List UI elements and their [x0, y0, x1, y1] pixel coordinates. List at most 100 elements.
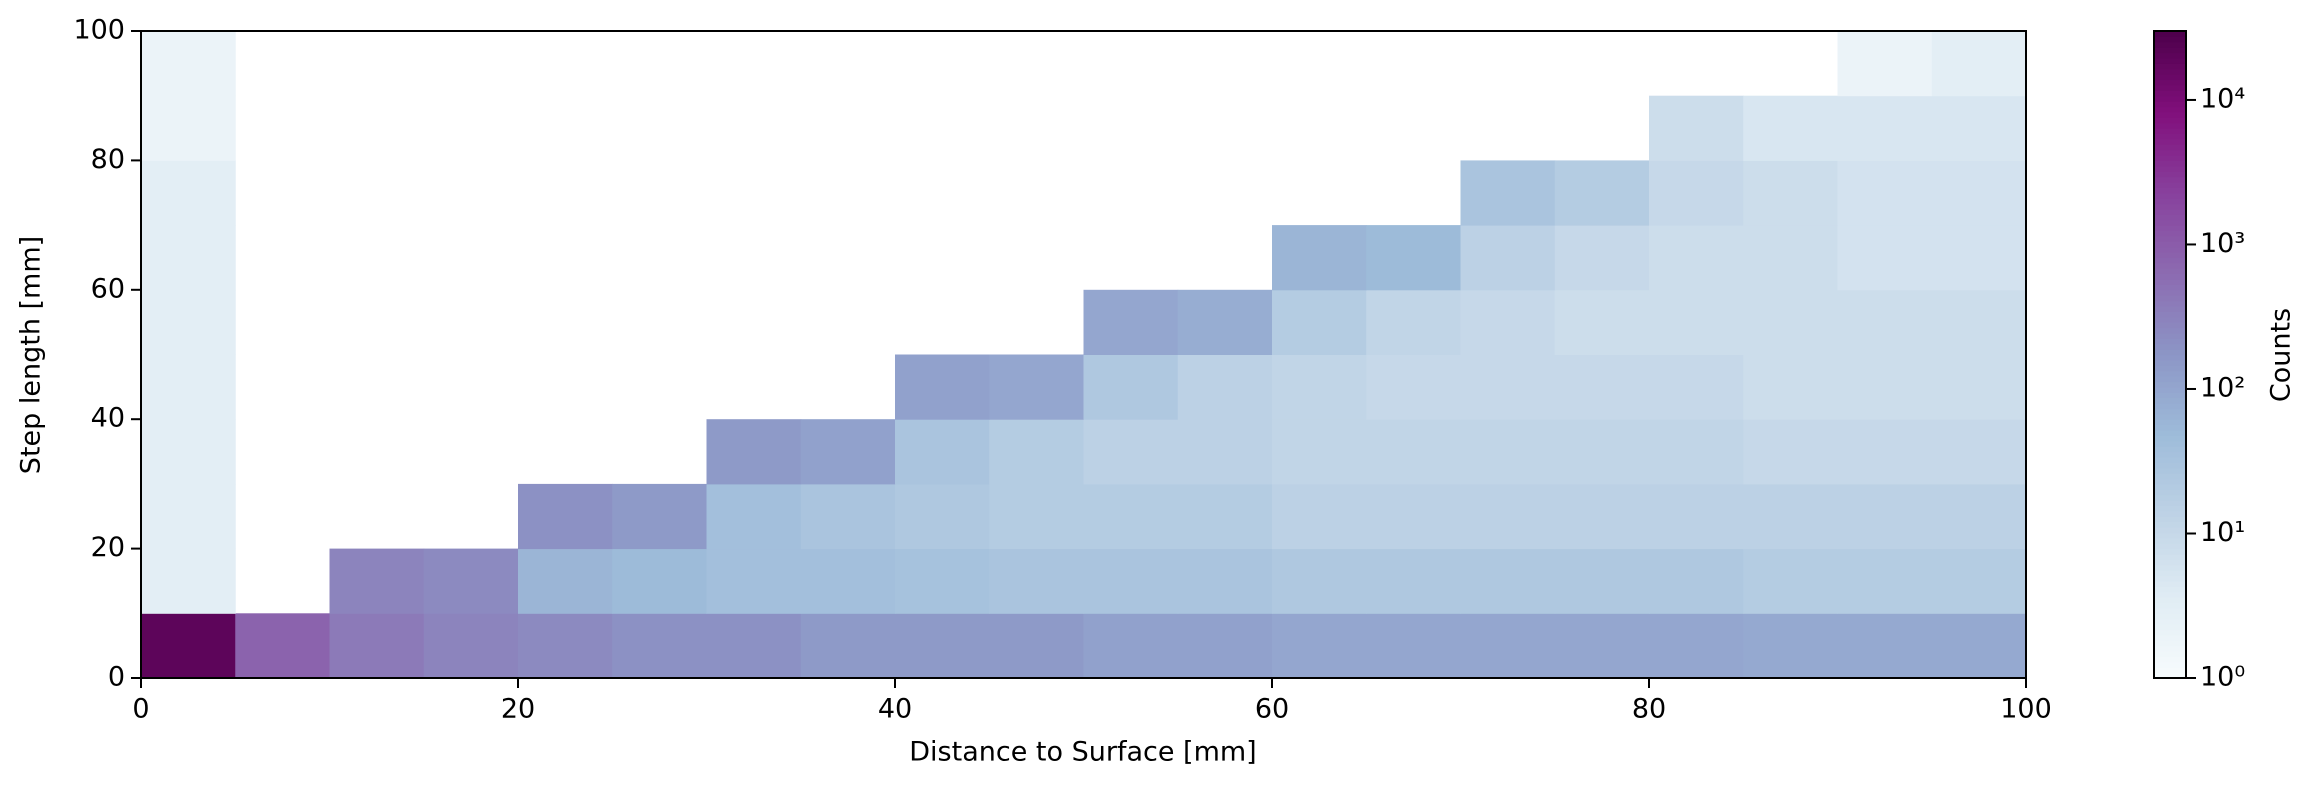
colorbar-segment: [2154, 203, 2186, 210]
colorbar-segment: [2154, 376, 2186, 383]
colorbar-segment: [2154, 31, 2186, 37]
colorbar-segment: [2154, 613, 2186, 620]
heatmap-cell: [1837, 95, 1933, 161]
heatmap-cell: [1649, 160, 1744, 226]
colorbar-segment: [2154, 462, 2186, 469]
colorbar-segment: [2154, 252, 2186, 259]
x-tick-label: 80: [1632, 694, 1666, 725]
colorbar-segment: [2154, 489, 2186, 496]
heatmap-cell: [895, 419, 990, 485]
heatmap-cell: [1272, 289, 1367, 355]
heatmap-cell: [1931, 548, 2027, 614]
heatmap-cell: [1083, 419, 1179, 485]
heatmap-cell: [1554, 354, 1650, 420]
colorbar-segment: [2154, 521, 2186, 528]
heatmap-cell: [1272, 419, 1367, 485]
y-tick-label: 60: [91, 273, 125, 304]
colorbar-segment: [2154, 618, 2186, 625]
heatmap-cell: [1649, 613, 1744, 679]
heatmap-cell: [1272, 613, 1367, 679]
colorbar-segment: [2154, 473, 2186, 480]
heatmap-cell: [518, 548, 613, 614]
colorbar-segment: [2154, 580, 2186, 587]
colorbar-segment: [2154, 607, 2186, 614]
colorbar-segment: [2154, 559, 2186, 566]
heatmap-cell: [1460, 483, 1556, 550]
heatmap-cell: [800, 419, 896, 485]
colorbar-segment: [2154, 397, 2186, 404]
colorbar-segment: [2154, 446, 2186, 453]
colorbar-segment: [2154, 510, 2186, 517]
heatmap-cell: [1366, 289, 1461, 355]
colorbar-segment: [2154, 305, 2186, 312]
x-axis-label: Distance to Surface [mm]: [909, 737, 1256, 768]
colorbar-segment: [2154, 656, 2186, 663]
colorbar-segment: [2154, 165, 2186, 172]
heatmap-cell: [1083, 483, 1179, 550]
colorbar-segment: [2154, 591, 2186, 598]
heatmap-cell: [1366, 483, 1461, 550]
heatmap-cell: [423, 613, 519, 679]
colorbar-segment: [2154, 111, 2186, 118]
heatmap-cell: [706, 613, 802, 679]
heatmap-cell: [895, 613, 990, 679]
colorbar-segment: [2154, 225, 2186, 232]
heatmap-cell: [1460, 354, 1556, 420]
heatmap-cell: [1931, 419, 2027, 485]
y-tick-label: 20: [91, 532, 125, 563]
heatmap-cell: [612, 613, 707, 679]
heatmap-cell: [141, 419, 236, 485]
colorbar-segment: [2154, 597, 2186, 604]
heatmap-cell: [1649, 354, 1744, 420]
colorbar-segment: [2154, 52, 2186, 59]
colorbar-tick-label: 10⁴: [2200, 83, 2245, 114]
colorbar-segment: [2154, 47, 2186, 54]
heatmap-cell: [706, 548, 802, 614]
heatmap-cell: [1366, 354, 1461, 420]
colorbar-segment: [2154, 101, 2186, 108]
colorbar-segment: [2154, 483, 2186, 490]
colorbar-segment: [2154, 672, 2186, 679]
heatmap-cell: [1837, 225, 1933, 291]
y-tick-label: 80: [91, 144, 125, 175]
heatmap-cell: [1366, 548, 1461, 614]
heatmap-cell: [1366, 613, 1461, 679]
heatmap-cell: [1554, 548, 1650, 614]
heatmap-cell: [1931, 95, 2027, 161]
heatmap-cell: [989, 483, 1084, 550]
colorbar-segment: [2154, 289, 2186, 296]
heatmap-cell: [1837, 160, 1933, 226]
heatmap-cell: [1272, 225, 1367, 291]
heatmap-cell: [141, 160, 236, 226]
x-tick-label: 20: [501, 694, 535, 725]
colorbar-segment: [2154, 602, 2186, 609]
heatmap-cell: [1743, 548, 1838, 614]
heatmap-cell: [800, 613, 896, 679]
heatmap-cell: [518, 483, 613, 550]
colorbar-segment: [2154, 354, 2186, 361]
heatmap-cell: [1649, 548, 1744, 614]
colorbar-segment: [2154, 284, 2186, 291]
colorbar-segment: [2154, 553, 2186, 560]
colorbar-segment: [2154, 117, 2186, 124]
heatmap-cell: [1177, 548, 1273, 614]
colorbar-segment: [2154, 171, 2186, 178]
heatmap-cell: [989, 548, 1084, 614]
colorbar-segment: [2154, 133, 2186, 140]
colorbar-segment: [2154, 467, 2186, 474]
colorbar-segment: [2154, 257, 2186, 264]
heatmap-cell: [1177, 419, 1273, 485]
heatmap-cell: [1743, 225, 1838, 291]
heatmap-cell: [1743, 419, 1838, 485]
heatmap-cell: [1649, 419, 1744, 485]
colorbar-segment: [2154, 36, 2186, 43]
colorbar-segment: [2154, 138, 2186, 145]
colorbar-segment: [2154, 543, 2186, 550]
colorbar-segment: [2154, 667, 2186, 674]
colorbar-segment: [2154, 208, 2186, 215]
colorbar-segment: [2154, 327, 2186, 334]
heatmap-cell: [1083, 354, 1179, 420]
colorbar-segment: [2154, 90, 2186, 97]
heatmap-cell: [1743, 354, 1838, 420]
